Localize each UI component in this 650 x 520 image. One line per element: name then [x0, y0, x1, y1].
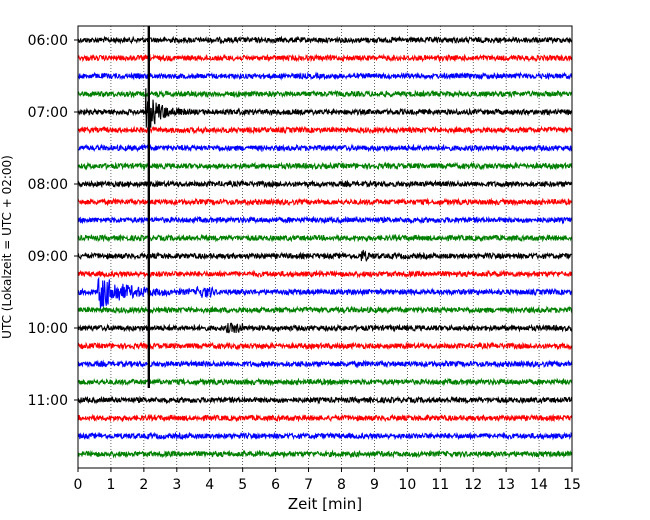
x-tick-label: 11	[431, 477, 449, 493]
trace-07:30	[77, 143, 573, 153]
trace-07:00	[77, 88, 573, 129]
y-tick-label: 08:00	[28, 177, 68, 193]
trace-11:45	[77, 449, 573, 459]
x-tick-label: 0	[74, 477, 83, 493]
y-axis-ticks: 06:00 07:00 08:00 09:00 10:00 11:00	[28, 33, 78, 409]
trace-11:00	[77, 395, 573, 405]
x-tick-label: 4	[205, 477, 214, 493]
x-tick-label: 2	[139, 477, 148, 493]
trace-08:00	[77, 179, 573, 189]
x-tick-label: 9	[370, 477, 379, 493]
plot-frame	[77, 25, 573, 469]
trace-07:45	[77, 161, 573, 171]
x-tick-label: 6	[271, 477, 280, 493]
x-tick-label: 13	[497, 477, 515, 493]
x-axis-label: Zeit [min]	[288, 495, 362, 513]
y-axis-label: UTC (Lokalzeit = UTC + 02:00)	[0, 155, 14, 339]
x-tick-label: 5	[238, 477, 247, 493]
x-tick-label: 12	[464, 477, 482, 493]
y-tick-label: 10:00	[28, 321, 68, 337]
trace-06:00	[77, 35, 573, 45]
trace-07:15	[77, 125, 573, 135]
x-tick-label: 15	[563, 477, 581, 493]
trace-08:15	[77, 197, 573, 207]
trace-06:30	[77, 71, 573, 81]
y-tick-label: 11:00	[28, 393, 68, 409]
trace-10:00	[77, 322, 573, 334]
x-tick-label: 3	[172, 477, 181, 493]
trace-08:30	[77, 215, 573, 225]
trace-10:30	[77, 359, 573, 369]
x-tick-label: 7	[304, 477, 313, 493]
seismogram-traces	[77, 35, 573, 459]
x-tick-label: 1	[106, 477, 115, 493]
x-axis-ticks: 0 1 2 3 4 5 6 7 8 9 10 11 12 13 14 15	[74, 468, 581, 493]
x-tick-label: 8	[337, 477, 346, 493]
trace-08:45	[77, 233, 573, 243]
trace-06:15	[77, 53, 573, 63]
y-tick-label: 07:00	[28, 105, 68, 121]
x-tick-label: 14	[530, 477, 548, 493]
y-tick-label: 09:00	[28, 249, 68, 265]
trace-09:15	[77, 269, 573, 279]
trace-11:15	[77, 413, 573, 423]
x-tick-label: 10	[398, 477, 416, 493]
trace-06:45	[77, 89, 573, 99]
trace-09:00	[77, 249, 573, 263]
trace-09:45	[77, 305, 573, 315]
trace-10:15	[77, 341, 573, 351]
y-tick-label: 06:00	[28, 33, 68, 49]
trace-10:45	[77, 377, 573, 387]
trace-11:30	[77, 431, 573, 441]
trace-09:30	[77, 276, 573, 310]
